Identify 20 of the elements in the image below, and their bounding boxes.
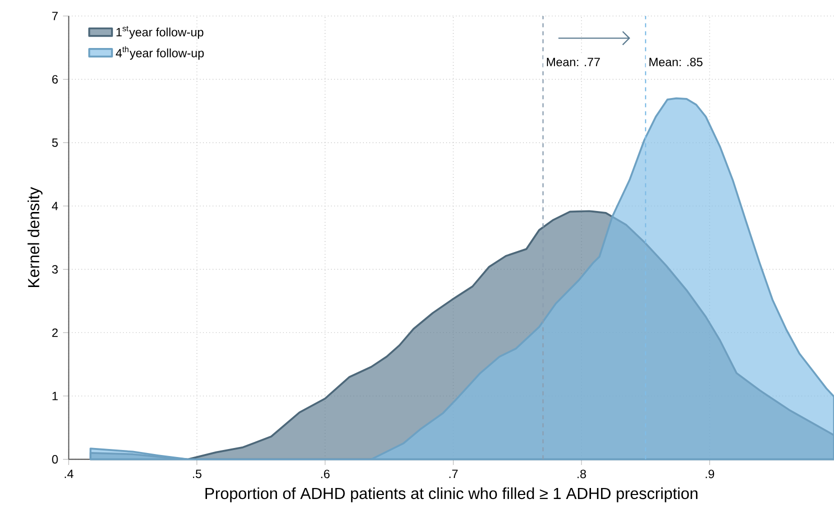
ref-line-label: Mean: .77 <box>546 58 600 66</box>
x-axis-title: Proportion of ADHD patients at clinic who filled ≥ 1 ADHD prescription <box>206 487 698 502</box>
x-tick-label: .8 <box>578 470 586 478</box>
y-tick-label: 2 <box>52 328 58 337</box>
y-tick-label: 4 <box>52 202 58 210</box>
legend-label: 4$^{th}$year follow-up <box>116 46 204 60</box>
y-tick-label: 3 <box>52 265 58 274</box>
y-tick-label: 7 <box>52 12 58 20</box>
x-tick-label: .5 <box>192 470 202 478</box>
x-tick-label: .6 <box>321 470 330 478</box>
y-tick-label: 5 <box>52 138 58 147</box>
x-tick-label: .4 <box>64 470 74 478</box>
x-tick-label: .9 <box>706 470 714 478</box>
ref-line-label: Mean: .85 <box>649 58 702 66</box>
legend-label: 1$^{st}$year follow-up <box>116 26 204 39</box>
x-tick-label: .7 <box>449 470 458 478</box>
y-tick-label: 1 <box>52 392 58 400</box>
y-axis-title: Kernel density <box>28 187 42 288</box>
y-tick-label: 0 <box>52 455 58 464</box>
y-tick-label: 6 <box>52 75 58 84</box>
